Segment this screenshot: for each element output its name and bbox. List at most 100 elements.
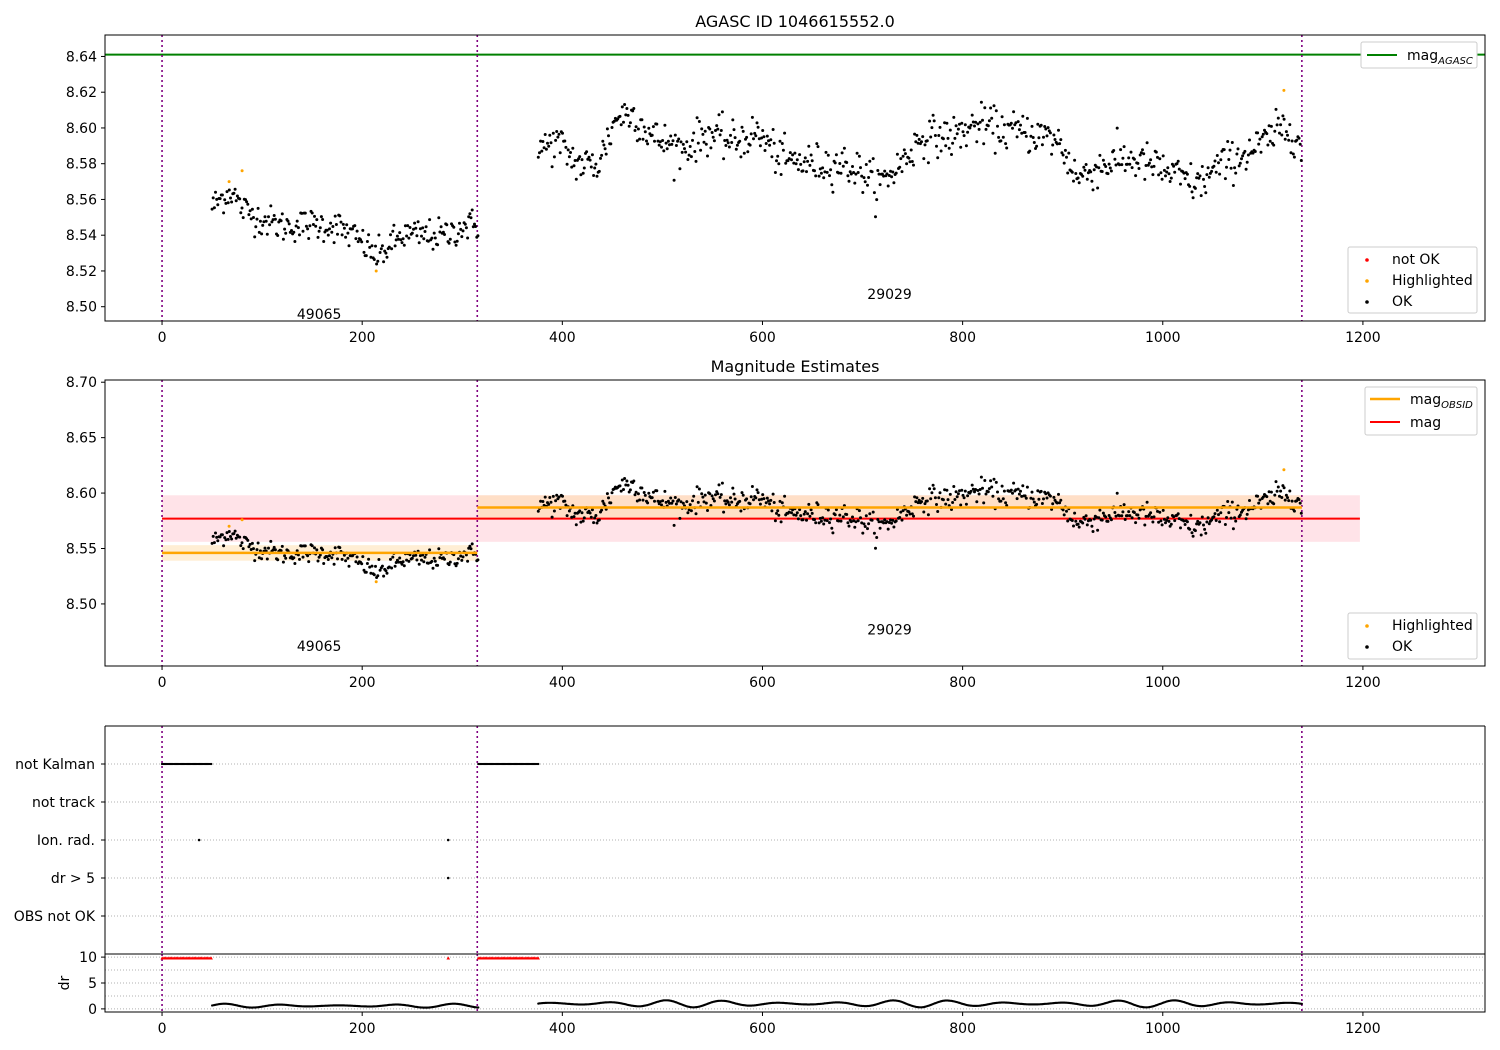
ok-point <box>1227 158 1231 161</box>
ok-point <box>428 218 432 222</box>
ok-point <box>801 169 805 173</box>
ok-point <box>267 546 270 550</box>
highlighted-point <box>1282 88 1286 92</box>
ok-point <box>839 171 843 175</box>
ok-point <box>346 556 350 560</box>
ok-point <box>594 514 598 517</box>
ok-point <box>469 547 473 551</box>
ok-point <box>447 563 451 567</box>
ok-point <box>338 214 342 218</box>
ok-point <box>593 516 597 520</box>
ok-point <box>1197 176 1201 180</box>
ok-point <box>1228 148 1232 152</box>
ok-point <box>634 490 638 494</box>
ok-point <box>733 136 737 140</box>
ok-point <box>280 212 284 216</box>
ok-point <box>223 536 227 540</box>
panel1-xtick-label: 1200 <box>1345 330 1381 346</box>
ok-point <box>754 134 758 138</box>
ok-point <box>1233 166 1237 170</box>
ok-point <box>686 158 690 161</box>
ok-point <box>635 139 639 143</box>
ok-point <box>253 559 257 563</box>
ok-point <box>680 150 684 154</box>
ok-point <box>569 151 572 154</box>
ok-point <box>1092 517 1096 521</box>
ok-point <box>543 495 547 499</box>
ok-point <box>1023 494 1027 498</box>
ok-point <box>996 490 999 494</box>
ok-point <box>914 140 918 144</box>
panel2-ytick-label: 8.50 <box>66 597 97 613</box>
ok-point <box>696 141 700 145</box>
ok-point <box>1063 148 1067 152</box>
ok-point <box>776 154 780 158</box>
ok-point <box>1183 523 1187 526</box>
ok-point <box>953 498 957 501</box>
ok-point <box>369 255 373 259</box>
ok-point <box>342 553 346 557</box>
ok-point <box>1096 186 1100 190</box>
ok-point <box>770 155 774 159</box>
ok-point <box>387 245 391 249</box>
ok-point <box>762 135 766 139</box>
ok-point <box>831 190 835 194</box>
ok-point <box>741 493 745 497</box>
ok-point <box>692 494 696 498</box>
ok-point <box>1048 494 1052 498</box>
ok-point <box>270 220 274 224</box>
ok-point <box>1179 526 1182 530</box>
ok-point <box>332 562 336 566</box>
ok-point <box>826 153 830 157</box>
ok-point <box>910 512 914 516</box>
ok-point <box>1095 515 1098 519</box>
ok-point <box>1055 501 1059 505</box>
ok-point <box>413 221 417 225</box>
ok-point <box>959 145 963 149</box>
ok-point <box>400 562 404 566</box>
ok-point <box>752 498 755 502</box>
ok-point <box>982 142 986 146</box>
ok-point <box>912 163 915 167</box>
ok-point <box>627 124 631 128</box>
ok-point <box>306 227 310 231</box>
panel2-xtick-label: 1000 <box>1145 675 1181 691</box>
ok-point <box>790 158 793 162</box>
ok-point <box>1046 126 1050 130</box>
ok-point <box>592 174 596 177</box>
ok-point <box>1055 142 1059 146</box>
ok-point <box>792 161 796 165</box>
ok-point <box>1059 138 1063 142</box>
ok-point <box>1058 142 1062 146</box>
ok-point <box>1042 497 1045 501</box>
ok-point <box>589 165 593 169</box>
ok-point <box>249 217 253 221</box>
ok-point <box>1276 116 1280 120</box>
ok-point <box>890 521 894 525</box>
ok-point <box>574 523 578 527</box>
ok-point <box>1233 516 1237 520</box>
ok-point <box>691 138 694 142</box>
ok-point <box>739 155 743 159</box>
ok-point <box>817 521 821 525</box>
ok-point <box>1051 502 1055 506</box>
ok-point <box>1268 139 1272 143</box>
legend-top-panel2: magOBSID mag <box>1364 386 1478 436</box>
ok-point <box>1214 170 1218 174</box>
ok-point <box>732 128 736 132</box>
ok-point <box>247 545 251 549</box>
ok-point <box>1215 154 1219 157</box>
ok-point <box>1280 496 1284 499</box>
ok-point <box>983 106 987 110</box>
highlighted-point <box>240 169 244 173</box>
ok-point <box>1115 126 1119 130</box>
ok-point <box>1218 520 1222 524</box>
obsid-label: 49065 <box>297 307 342 323</box>
ok-point <box>856 171 860 174</box>
ok-point <box>1256 131 1260 135</box>
ok-point <box>557 495 561 499</box>
ok-point <box>248 542 252 546</box>
ok-point <box>1219 511 1223 515</box>
ok-point <box>665 147 669 151</box>
ok-point <box>1203 185 1207 188</box>
